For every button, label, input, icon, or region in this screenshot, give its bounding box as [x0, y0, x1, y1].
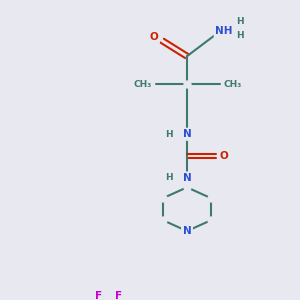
Text: H: H — [236, 32, 244, 40]
Text: F: F — [116, 291, 123, 300]
Text: H: H — [165, 173, 173, 182]
Text: CH₃: CH₃ — [134, 80, 152, 89]
Text: CH₃: CH₃ — [224, 80, 242, 89]
Text: NH: NH — [215, 26, 233, 36]
Text: O: O — [220, 151, 228, 161]
Text: F: F — [95, 291, 102, 300]
Text: O: O — [150, 32, 158, 43]
Text: H: H — [165, 130, 173, 139]
Text: H: H — [236, 17, 244, 26]
Text: N: N — [183, 173, 191, 183]
Text: N: N — [183, 129, 191, 139]
Text: N: N — [183, 226, 191, 236]
